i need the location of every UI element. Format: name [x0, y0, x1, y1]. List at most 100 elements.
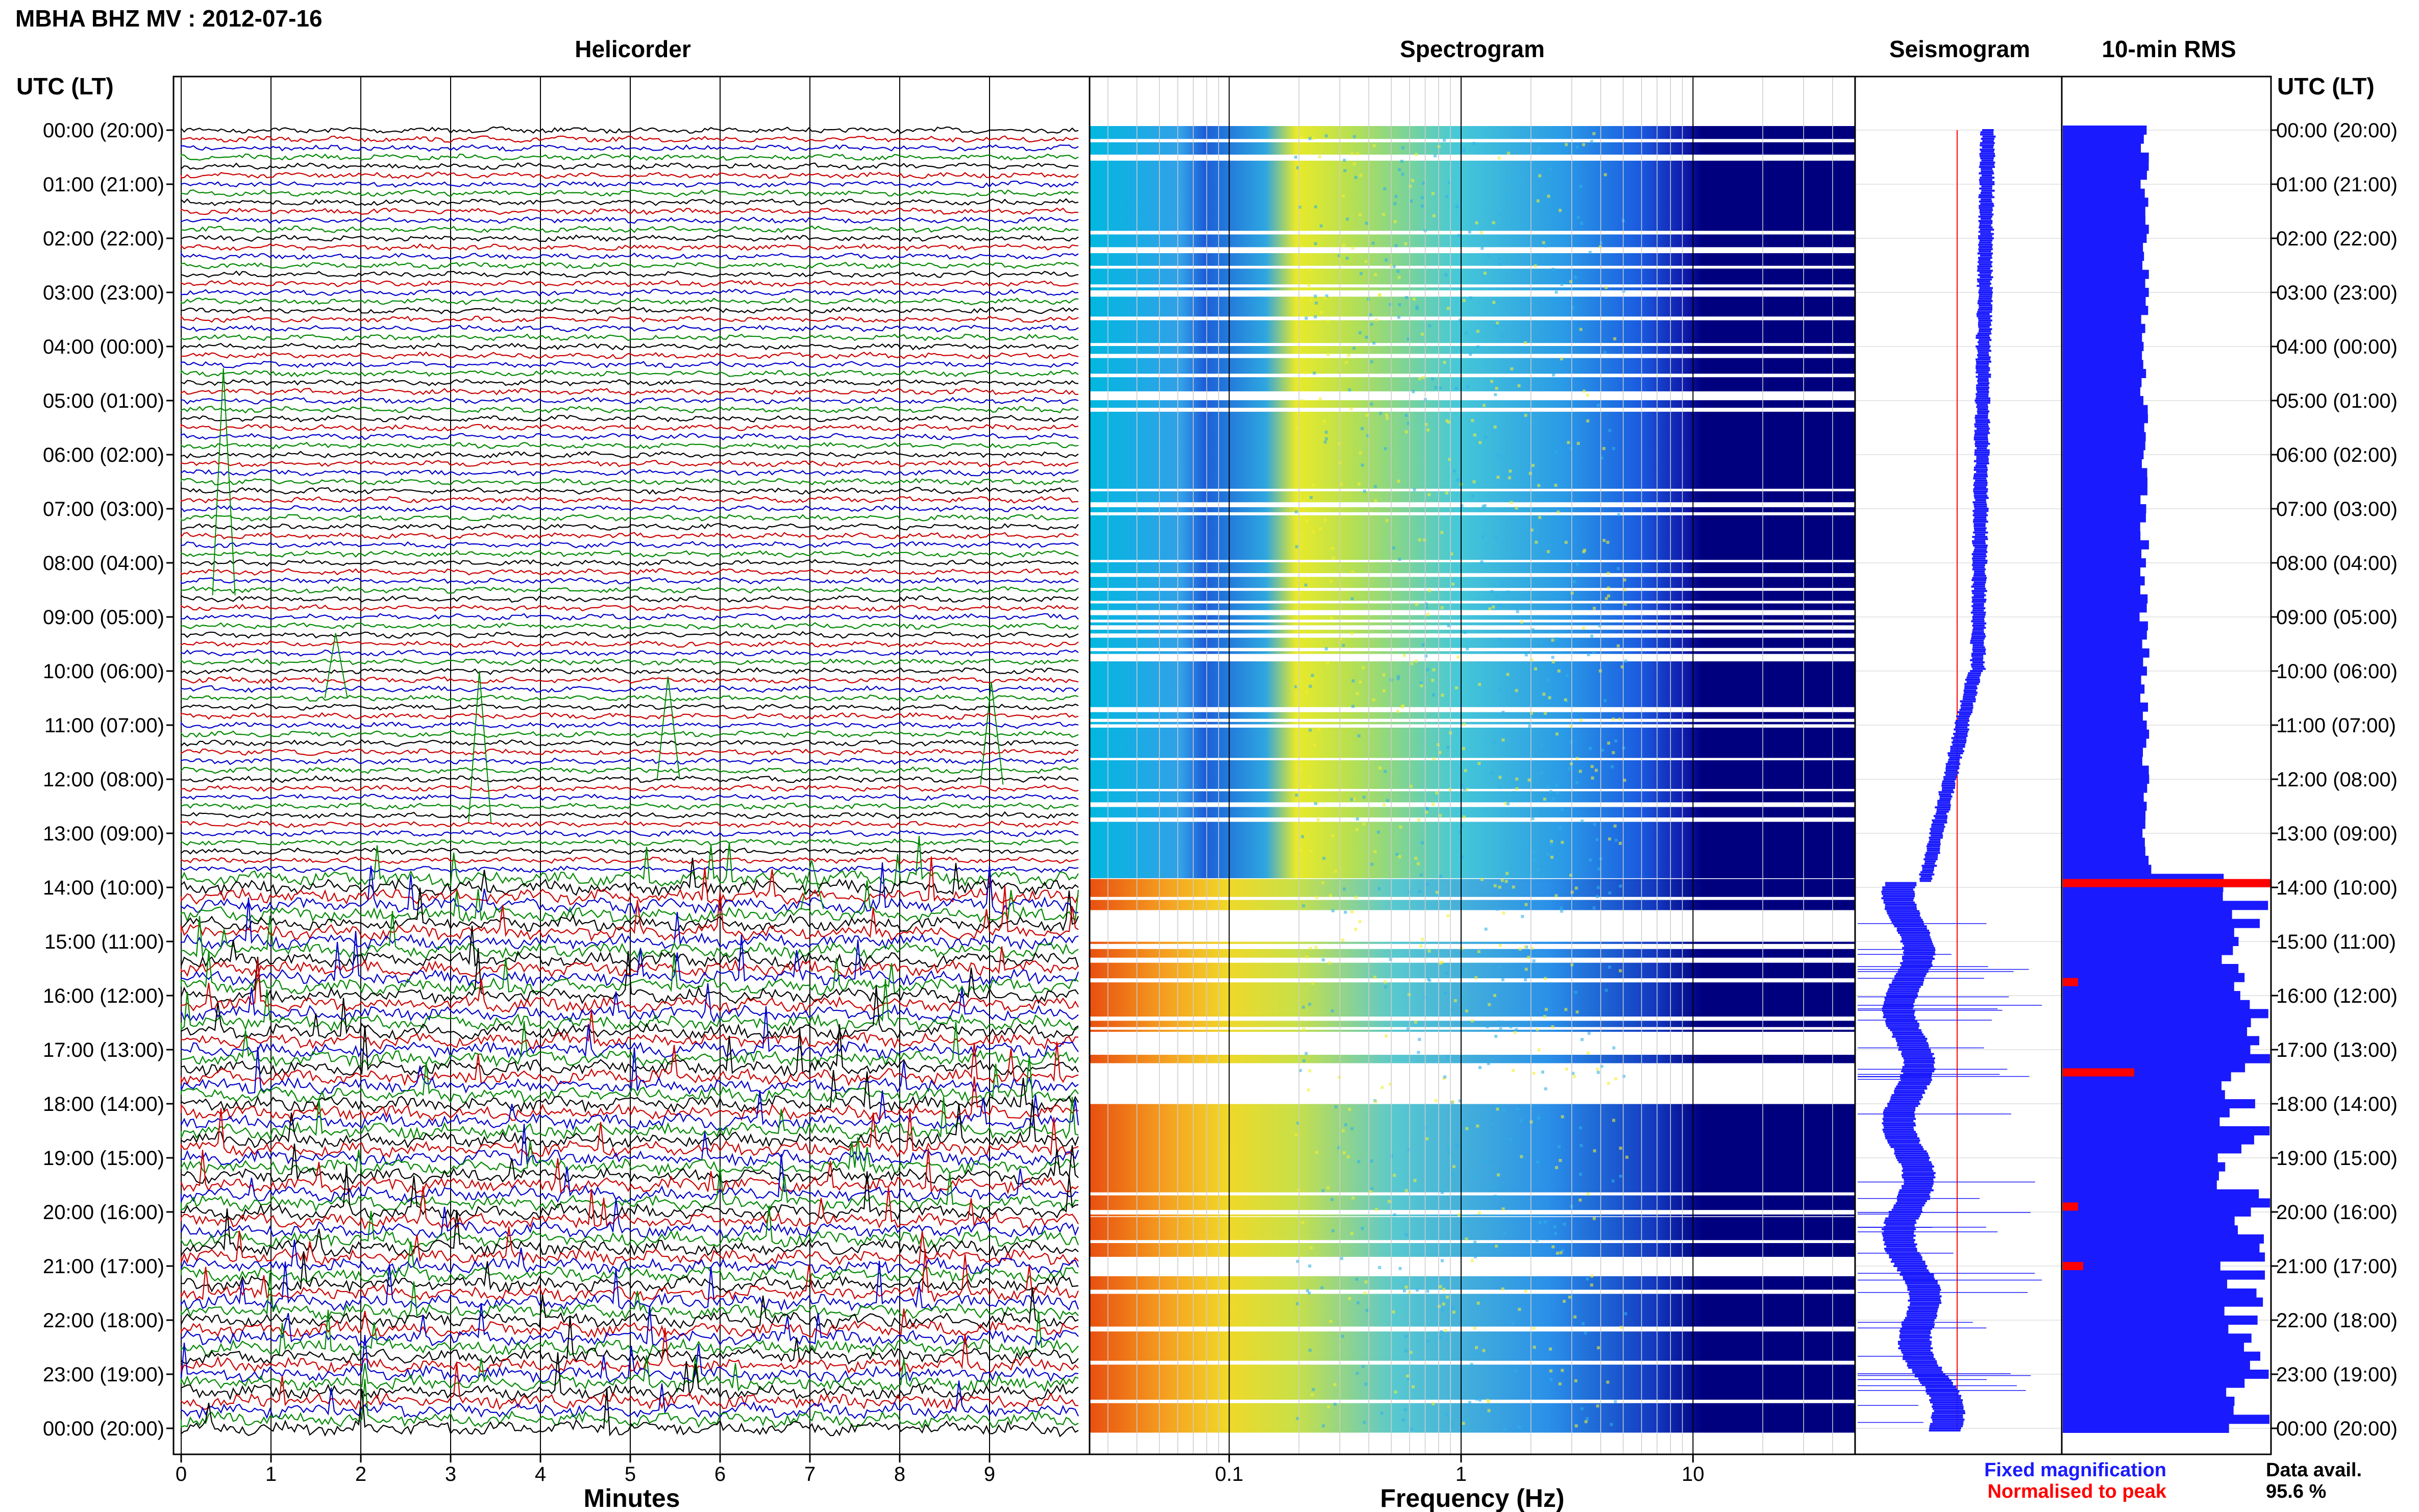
spectrogram-texture [1431, 679, 1435, 682]
spectrogram-texture [1490, 590, 1494, 593]
helicorder-trace [180, 261, 1079, 269]
spectrogram-texture [1536, 1160, 1540, 1163]
spectrogram-texture [1574, 276, 1577, 279]
spectrogram-texture [1395, 853, 1399, 856]
spectrogram-texture [1487, 254, 1490, 258]
spectrogram-texture [1533, 1346, 1536, 1349]
rms-bar [2063, 1009, 2268, 1019]
rms-bar [2063, 675, 2141, 685]
spectrogram-texture [1370, 360, 1373, 363]
time-label-left: 08:00 (04:00) [43, 552, 164, 575]
spectrogram-texture [1611, 1179, 1615, 1183]
spectrogram-gap-line [1090, 391, 1855, 396]
spectrogram-texture [1341, 1334, 1344, 1338]
spectrogram-texture [1595, 895, 1599, 899]
helicorder-trace [180, 802, 1079, 810]
spectrogram-texture [1410, 662, 1414, 665]
rms-bar [2063, 441, 2145, 451]
spectrogram-texture [1447, 1150, 1450, 1154]
spectrogram-texture [1562, 1300, 1566, 1303]
spectrogram-texture [1485, 1299, 1489, 1303]
spectrogram-texture [1307, 283, 1311, 287]
spectrogram-texture [1524, 1290, 1527, 1293]
time-label-right: 23:00 (19:00) [2276, 1364, 2398, 1386]
spectrogram-texture [1318, 155, 1321, 159]
spectrogram-texture [1473, 1255, 1477, 1259]
helicorder-trace [180, 198, 1079, 206]
spectrogram-texture [1357, 734, 1361, 737]
panel-title-spectrogram: Spectrogram [1400, 36, 1545, 62]
spectrogram-texture [1427, 493, 1431, 497]
rms-bar [2063, 1216, 2235, 1226]
spectrogram-texture [1333, 1383, 1337, 1386]
spectrogram-texture [1393, 1213, 1396, 1217]
spectrogram-texture [1518, 1307, 1521, 1311]
spectrogram-texture [1354, 176, 1357, 179]
rms-bar [2063, 1415, 2269, 1424]
spectrogram-gap-line [1090, 588, 1855, 591]
spectrogram-texture [1469, 353, 1472, 356]
spectrogram-texture [1478, 1398, 1482, 1402]
utc-header-right: UTC (LT) [2277, 73, 2375, 100]
rms-frame [2061, 76, 2272, 1455]
spectrogram-texture [1586, 393, 1589, 397]
spectrogram-texture [1470, 1362, 1473, 1366]
spectrogram-texture [1422, 376, 1425, 379]
spectrogram-texture [1405, 295, 1409, 299]
spectrogram-gap-line [1090, 408, 1855, 412]
spectrogram-texture [1401, 146, 1404, 150]
time-label-left: 18:00 (14:00) [43, 1093, 164, 1116]
spectrogram-texture [1446, 914, 1450, 918]
minutes-axis-label: Minutes [584, 1484, 680, 1512]
spectrogram-texture [1472, 480, 1476, 484]
spectrogram-texture [1570, 591, 1574, 595]
helicorder-trace [180, 280, 1079, 287]
spectrogram-texture [1352, 135, 1356, 138]
spectrogram-texture [1398, 168, 1401, 171]
spectrogram-texture [1553, 1225, 1557, 1229]
spectrogram-texture [1397, 675, 1400, 678]
spectrogram-texture [1532, 850, 1535, 853]
spectrogram-texture [1412, 297, 1416, 301]
spectrogram-texture [1569, 447, 1573, 451]
helicorder-trace [180, 514, 1079, 522]
spectrogram-texture [1514, 1369, 1517, 1373]
spectrogram-texture [1530, 528, 1534, 532]
spectrogram-texture [1343, 169, 1347, 172]
helicorder-trace [180, 739, 1079, 748]
helicorder-trace [180, 820, 1079, 828]
helicorder-trace [180, 730, 1079, 738]
spectrogram-texture [1595, 838, 1599, 841]
spectrogram-gap-line [1090, 247, 1855, 252]
spectrogram-texture [1499, 1027, 1502, 1031]
spectrogram-texture [1496, 907, 1499, 911]
spectrogram-texture [1619, 1326, 1623, 1329]
spectrogram-texture [1333, 1402, 1337, 1406]
minute-tick-label: 0 [176, 1463, 187, 1485]
time-label-left: 12:00 (08:00) [43, 769, 164, 791]
spectrogram-texture [1444, 1329, 1447, 1332]
helicorder-trace [180, 433, 1079, 441]
spectrogram-texture [1593, 1149, 1596, 1153]
spectrogram-texture [1579, 185, 1583, 188]
spectrogram-texture [1548, 167, 1552, 171]
spectrogram-texture [1462, 148, 1466, 152]
spectrogram-texture [1324, 134, 1328, 138]
spectrogram-texture [1351, 1196, 1355, 1200]
spectrogram-texture [1308, 137, 1312, 140]
spectrogram-texture [1487, 1400, 1490, 1403]
spectrogram-texture [1547, 194, 1550, 198]
spectrogram-texture [1536, 150, 1540, 154]
spectrogram-texture [1488, 1003, 1491, 1006]
helicorder-trace [180, 836, 1079, 887]
spectrogram-gap-line [1090, 1192, 1855, 1196]
spectrogram-texture [1471, 419, 1474, 423]
spectrogram-texture [1351, 705, 1355, 708]
spectrogram-texture [1531, 817, 1535, 821]
spectrogram-gap-line [1090, 1211, 1855, 1215]
rms-bar [2063, 1000, 2250, 1009]
spectrogram-gap-line [1090, 343, 1855, 346]
spectrogram-gap-line [1090, 1399, 1855, 1403]
spectrogram-texture [1487, 1409, 1491, 1412]
spectrogram-texture [1494, 535, 1497, 539]
